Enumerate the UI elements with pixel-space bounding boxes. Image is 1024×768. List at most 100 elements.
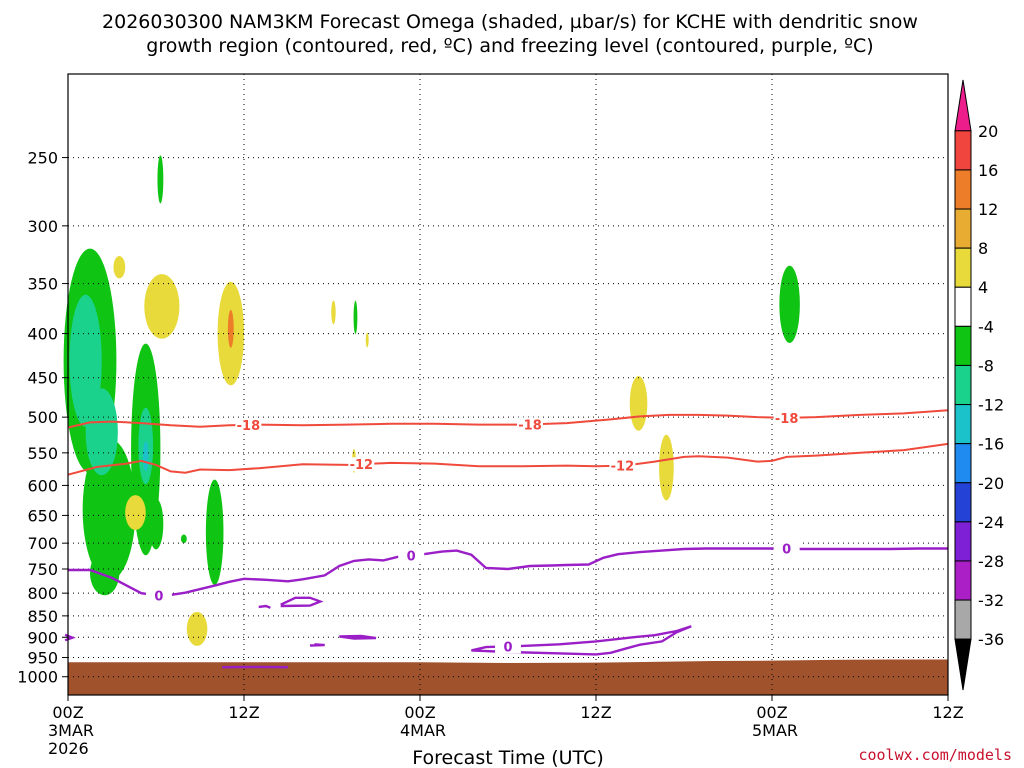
contour-label: -12 — [348, 457, 375, 473]
omega-region — [227, 309, 234, 348]
contour-label-bg — [235, 417, 262, 432]
credit-link[interactable]: coolwx.com/models — [858, 746, 1012, 764]
x-date-label: 5MAR — [752, 721, 798, 740]
x-date-label: 3MAR — [48, 721, 94, 740]
freezing-level-line — [309, 643, 325, 647]
y-tick-label: 600 — [27, 476, 58, 495]
colorbar-swatch — [954, 364, 972, 406]
contour-layer: -18 -18 -18 -12 -12 0 0 0 0 — [64, 409, 949, 669]
colorbar-label: 20 — [978, 122, 998, 141]
x-tick-label: 12Z — [228, 703, 259, 722]
omega-region — [205, 479, 224, 585]
omega-region — [186, 611, 208, 646]
contour-label: -12 — [609, 458, 636, 475]
y-tick-label: 750 — [27, 560, 58, 579]
chart-title-line2: growth region (contoured, red, ºC) and f… — [146, 35, 873, 57]
y-tick-label: 850 — [27, 607, 58, 626]
omega-region — [331, 300, 336, 325]
dgz-contour-line — [67, 442, 949, 476]
colorbar-swatch — [954, 482, 972, 523]
y-tick-label: 1000 — [17, 668, 58, 687]
contour-label-bg — [517, 417, 543, 432]
colorbar-label: 4 — [978, 278, 988, 297]
plot-frame — [67, 73, 949, 696]
colorbar: 20 16 12 8 4 -4 -8 -12 -16 -20 -24 -28 -32 -36 — [954, 79, 1004, 691]
x-tick-label: 00Z — [52, 703, 83, 722]
colorbar-label: -32 — [978, 591, 1004, 610]
x-year-label: 2026 — [48, 739, 89, 758]
y-tick-label: 650 — [27, 506, 58, 525]
colorbar-swatch — [954, 560, 972, 601]
x-tick-label: 00Z — [756, 703, 787, 722]
omega-region — [144, 274, 180, 339]
contour-label: -18 — [773, 410, 800, 427]
chart-title-line1: 2026030300 NAM3KM Forecast Omega (shaded… — [102, 11, 918, 33]
colorbar-swatch — [954, 208, 972, 249]
colorbar-swatch — [954, 286, 972, 327]
contour-label: 0 — [773, 541, 800, 558]
y-axis: 250 300 350 400 450 500 550 600 650 700 750 800 850 9… — [17, 149, 68, 687]
omega-region — [659, 434, 674, 501]
contour-label-bg — [773, 410, 800, 425]
x-axis-label: Forecast Time (UTC) — [412, 747, 603, 768]
omega-region — [82, 438, 136, 581]
plot-background — [68, 74, 948, 695]
freezing-level-line — [339, 634, 377, 640]
colorbar-bottom-arrow — [954, 638, 972, 691]
colorbar-swatch — [954, 169, 972, 210]
contour-label-bg — [348, 457, 375, 472]
x-tick-label: 12Z — [932, 703, 963, 722]
contour-label-bg — [145, 588, 172, 603]
colorbar-label: -4 — [978, 317, 994, 336]
y-tick-label: 350 — [27, 275, 58, 294]
colorbar-label: -20 — [978, 474, 1004, 493]
colorbar-top-arrow — [954, 79, 972, 132]
freezing-level-line — [471, 625, 692, 656]
contour-label-text: 0 — [407, 550, 416, 565]
omega-shading-layer — [63, 155, 800, 646]
contour-label-text: 0 — [154, 589, 163, 604]
contour-label-bg — [398, 548, 425, 563]
omega-region — [629, 376, 648, 431]
colorbar-label: -28 — [978, 552, 1004, 571]
x-tick-label: 12Z — [580, 703, 611, 722]
omega-region — [148, 498, 164, 550]
omega-region — [113, 255, 126, 279]
contour-label-text: -18 — [775, 412, 799, 427]
y-tick-label: 400 — [27, 325, 58, 344]
contour-label-text: 0 — [782, 543, 791, 558]
colorbar-label: 8 — [978, 239, 988, 258]
colorbar-label: -16 — [978, 435, 1004, 454]
y-tick-label: 950 — [27, 649, 58, 668]
y-tick-label: 800 — [27, 584, 58, 603]
omega-region — [365, 332, 369, 348]
contour-label-text: 0 — [503, 640, 512, 655]
contour-label-text: -18 — [237, 419, 261, 434]
freezing-level-line — [68, 547, 948, 598]
colorbar-label: -36 — [978, 630, 1004, 649]
contour-label-bg — [495, 639, 521, 654]
colorbar-swatch — [954, 130, 972, 171]
colorbar-label: -8 — [978, 356, 994, 375]
omega-region — [90, 550, 120, 596]
omega-region — [125, 495, 146, 530]
contour-label: -18 — [517, 417, 543, 433]
y-tick-label: 700 — [27, 534, 58, 553]
freezing-level-line — [280, 596, 324, 608]
contour-label: 0 — [145, 588, 172, 604]
omega-region — [142, 441, 149, 472]
freezing-level-line — [258, 604, 271, 609]
colorbar-swatch — [954, 521, 972, 562]
colorbar-swatch — [954, 443, 972, 484]
y-tick-label: 300 — [27, 217, 58, 236]
x-tick-label: 00Z — [404, 703, 435, 722]
plot-area: -18 -18 -18 -12 -12 0 0 0 0 — [63, 73, 949, 696]
contour-label-text: -12 — [350, 458, 374, 473]
ground-fill — [68, 659, 948, 695]
contour-label: 0 — [398, 548, 425, 565]
contour-label: 0 — [495, 639, 521, 655]
ground-layer — [68, 659, 948, 695]
colorbar-label: 16 — [978, 161, 998, 180]
y-tick-label: 500 — [27, 408, 58, 427]
